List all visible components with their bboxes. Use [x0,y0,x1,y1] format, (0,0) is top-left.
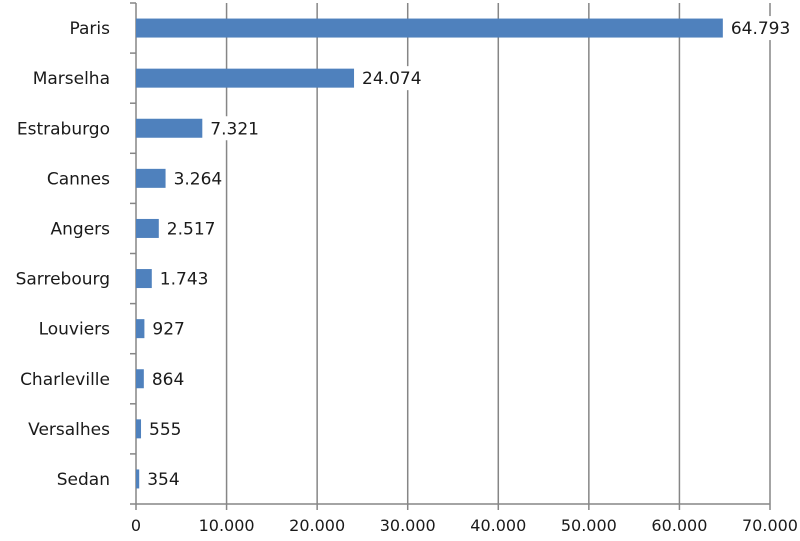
category-label: Sedan [57,470,110,490]
value-label-bg [143,466,179,491]
value-label-bg [206,116,261,141]
value-label: 24.074 [362,69,421,89]
bars [136,16,791,491]
value-label-bg [155,266,210,291]
value-label-bg [358,66,422,91]
category-label: Charleville [20,370,110,390]
category-label: Louviers [39,320,111,340]
x-tick-label: 30.000 [380,516,436,535]
category-label: Marselha [33,69,110,89]
x-tick-label: 10.000 [199,516,255,535]
bar [136,118,203,138]
category-label: Cannes [47,169,110,189]
value-label: 555 [149,420,181,440]
bar [136,469,140,489]
value-label: 2.517 [167,219,216,239]
value-label-bg [148,316,184,341]
x-tick-label: 60.000 [651,516,707,535]
value-label: 3.264 [174,169,223,189]
category-label: Versalhes [28,420,110,440]
bar [136,18,723,38]
category-label: Sarrebourg [16,270,110,290]
value-label-bg [145,416,180,441]
bar [136,369,144,389]
bar [136,319,145,339]
category-label: Angers [51,219,111,239]
bar [136,168,166,188]
value-label-bg [147,366,183,391]
value-label-bg [162,216,217,241]
value-label-bg [169,166,224,191]
x-tick-label: 40.000 [470,516,526,535]
value-label: 64.793 [731,19,790,39]
x-tick-label: 70.000 [742,516,798,535]
x-tick-label: 0 [131,516,141,535]
value-label: 7.321 [210,119,259,139]
value-label: 927 [152,320,184,340]
x-tick-label: 20.000 [289,516,345,535]
labels: 0 10.000 20.000 30.000 40.000 50.000 60.000 70.… [16,19,798,535]
bar [136,68,355,88]
x-tick-label: 50.000 [561,516,617,535]
category-label: Paris [70,19,111,39]
bar [136,419,142,439]
category-label: Estraburgo [17,119,110,139]
value-label: 354 [147,470,179,490]
value-label: 1.743 [160,270,209,290]
bar [136,269,152,289]
value-label: 864 [152,370,184,390]
value-label-bg [726,16,791,41]
bar [136,218,159,238]
